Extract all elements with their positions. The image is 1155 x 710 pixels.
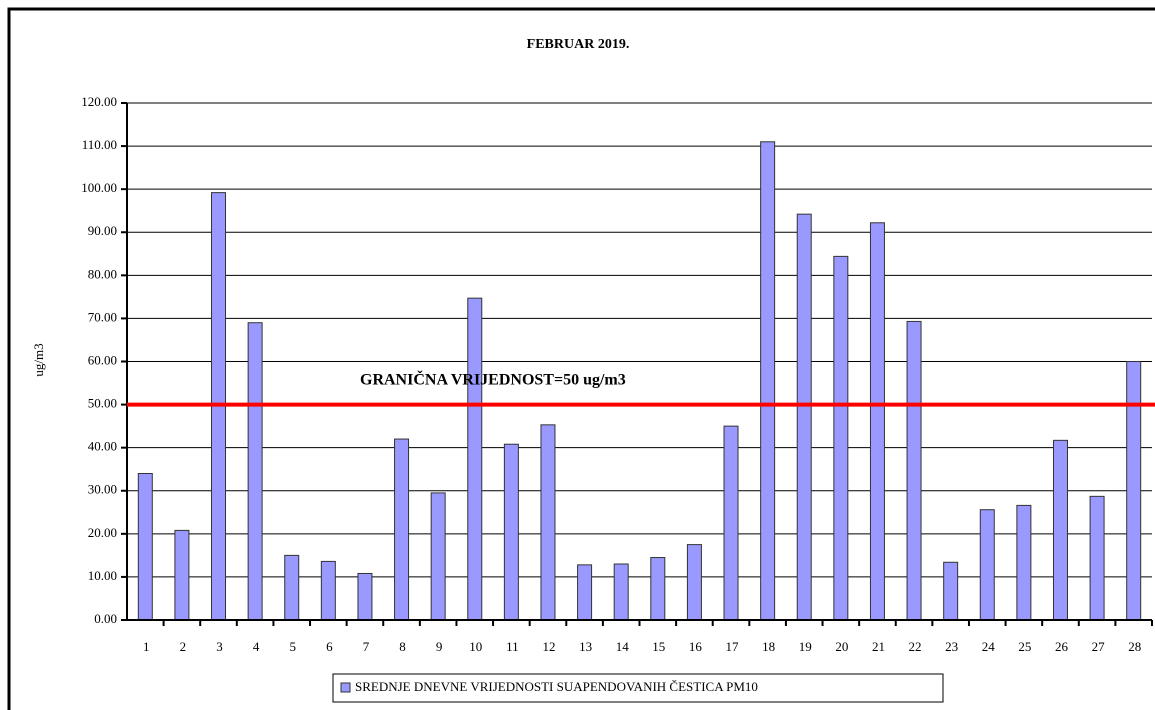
y-axis-label: ug/m3: [31, 343, 46, 376]
x-tick-label: 4: [253, 639, 260, 654]
y-tick-label: 20.00: [88, 525, 117, 540]
y-tick-label: 100.00: [81, 180, 117, 195]
bar: [943, 561, 959, 621]
x-tick-label: 11: [506, 639, 519, 654]
bar: [394, 438, 410, 621]
x-tick-label: 9: [436, 639, 443, 654]
x-tick-label: 13: [579, 639, 592, 654]
y-tick-label: 120.00: [81, 94, 117, 109]
bar: [357, 572, 373, 621]
legend-box: [332, 673, 944, 703]
y-tick-label: 80.00: [88, 266, 117, 281]
x-tick-label: 24: [982, 639, 996, 654]
bar: [613, 563, 629, 621]
x-tick-label: 25: [1018, 639, 1031, 654]
legend-swatch: [340, 682, 351, 693]
x-tick-label: 27: [1092, 639, 1106, 654]
y-tick-label: 40.00: [88, 439, 117, 454]
bar: [1089, 495, 1105, 621]
x-tick-label: 21: [872, 639, 885, 654]
bar: [686, 544, 702, 621]
x-tick-label: 2: [180, 639, 187, 654]
x-tick-label: 19: [799, 639, 812, 654]
x-tick-label: 26: [1055, 639, 1069, 654]
x-tick-label: 17: [726, 639, 740, 654]
bar: [577, 564, 593, 621]
x-tick-label: 7: [363, 639, 370, 654]
bar: [1126, 361, 1142, 621]
x-tick-label: 23: [945, 639, 958, 654]
bar: [1016, 504, 1032, 621]
bar: [796, 213, 812, 621]
y-tick-label: 10.00: [88, 568, 117, 583]
bar: [723, 425, 739, 621]
bar: [174, 529, 190, 621]
y-tick-label: 60.00: [88, 352, 117, 367]
x-tick-label: 18: [762, 639, 775, 654]
x-tick-label: 12: [542, 639, 555, 654]
y-tick-label: 50.00: [88, 396, 117, 411]
x-tick-label: 15: [652, 639, 665, 654]
bar: [760, 141, 776, 621]
x-tick-label: 10: [469, 639, 482, 654]
bar: [430, 492, 446, 621]
bar: [320, 560, 336, 621]
threshold-label: GRANIČNA VRIJEDNOST=50 ug/m3: [360, 369, 626, 388]
bar: [503, 443, 519, 621]
x-tick-label: 22: [909, 639, 922, 654]
y-tick-label: 70.00: [88, 309, 117, 324]
x-tick-label: 1: [143, 639, 150, 654]
x-tick-label: 14: [616, 639, 630, 654]
legend-label: SREDNJE DNEVNE VRIJEDNOSTI SUAPENDOVANIH…: [355, 679, 758, 694]
bar: [869, 222, 885, 621]
y-tick-label: 0.00: [94, 611, 117, 626]
bar: [467, 297, 483, 621]
x-tick-label: 8: [399, 639, 406, 654]
bar: [137, 473, 153, 621]
bar: [650, 557, 666, 621]
x-tick-label: 20: [835, 639, 848, 654]
bar: [284, 554, 300, 621]
bar: [1052, 439, 1068, 621]
x-tick-label: 5: [289, 639, 296, 654]
y-tick-label: 110.00: [82, 137, 117, 152]
x-tick-label: 3: [216, 639, 223, 654]
x-tick-label: 6: [326, 639, 333, 654]
y-tick-label: 30.00: [88, 482, 117, 497]
bar: [247, 322, 263, 621]
y-tick-label: 90.00: [88, 223, 117, 238]
bar: [540, 424, 556, 621]
bar: [906, 320, 922, 621]
x-tick-label: 16: [689, 639, 703, 654]
chart-title: FEBRUAR 2019.: [527, 37, 630, 52]
bar: [979, 509, 995, 621]
bar: [833, 255, 849, 621]
x-tick-label: 28: [1128, 639, 1141, 654]
frame: [7, 7, 1155, 710]
